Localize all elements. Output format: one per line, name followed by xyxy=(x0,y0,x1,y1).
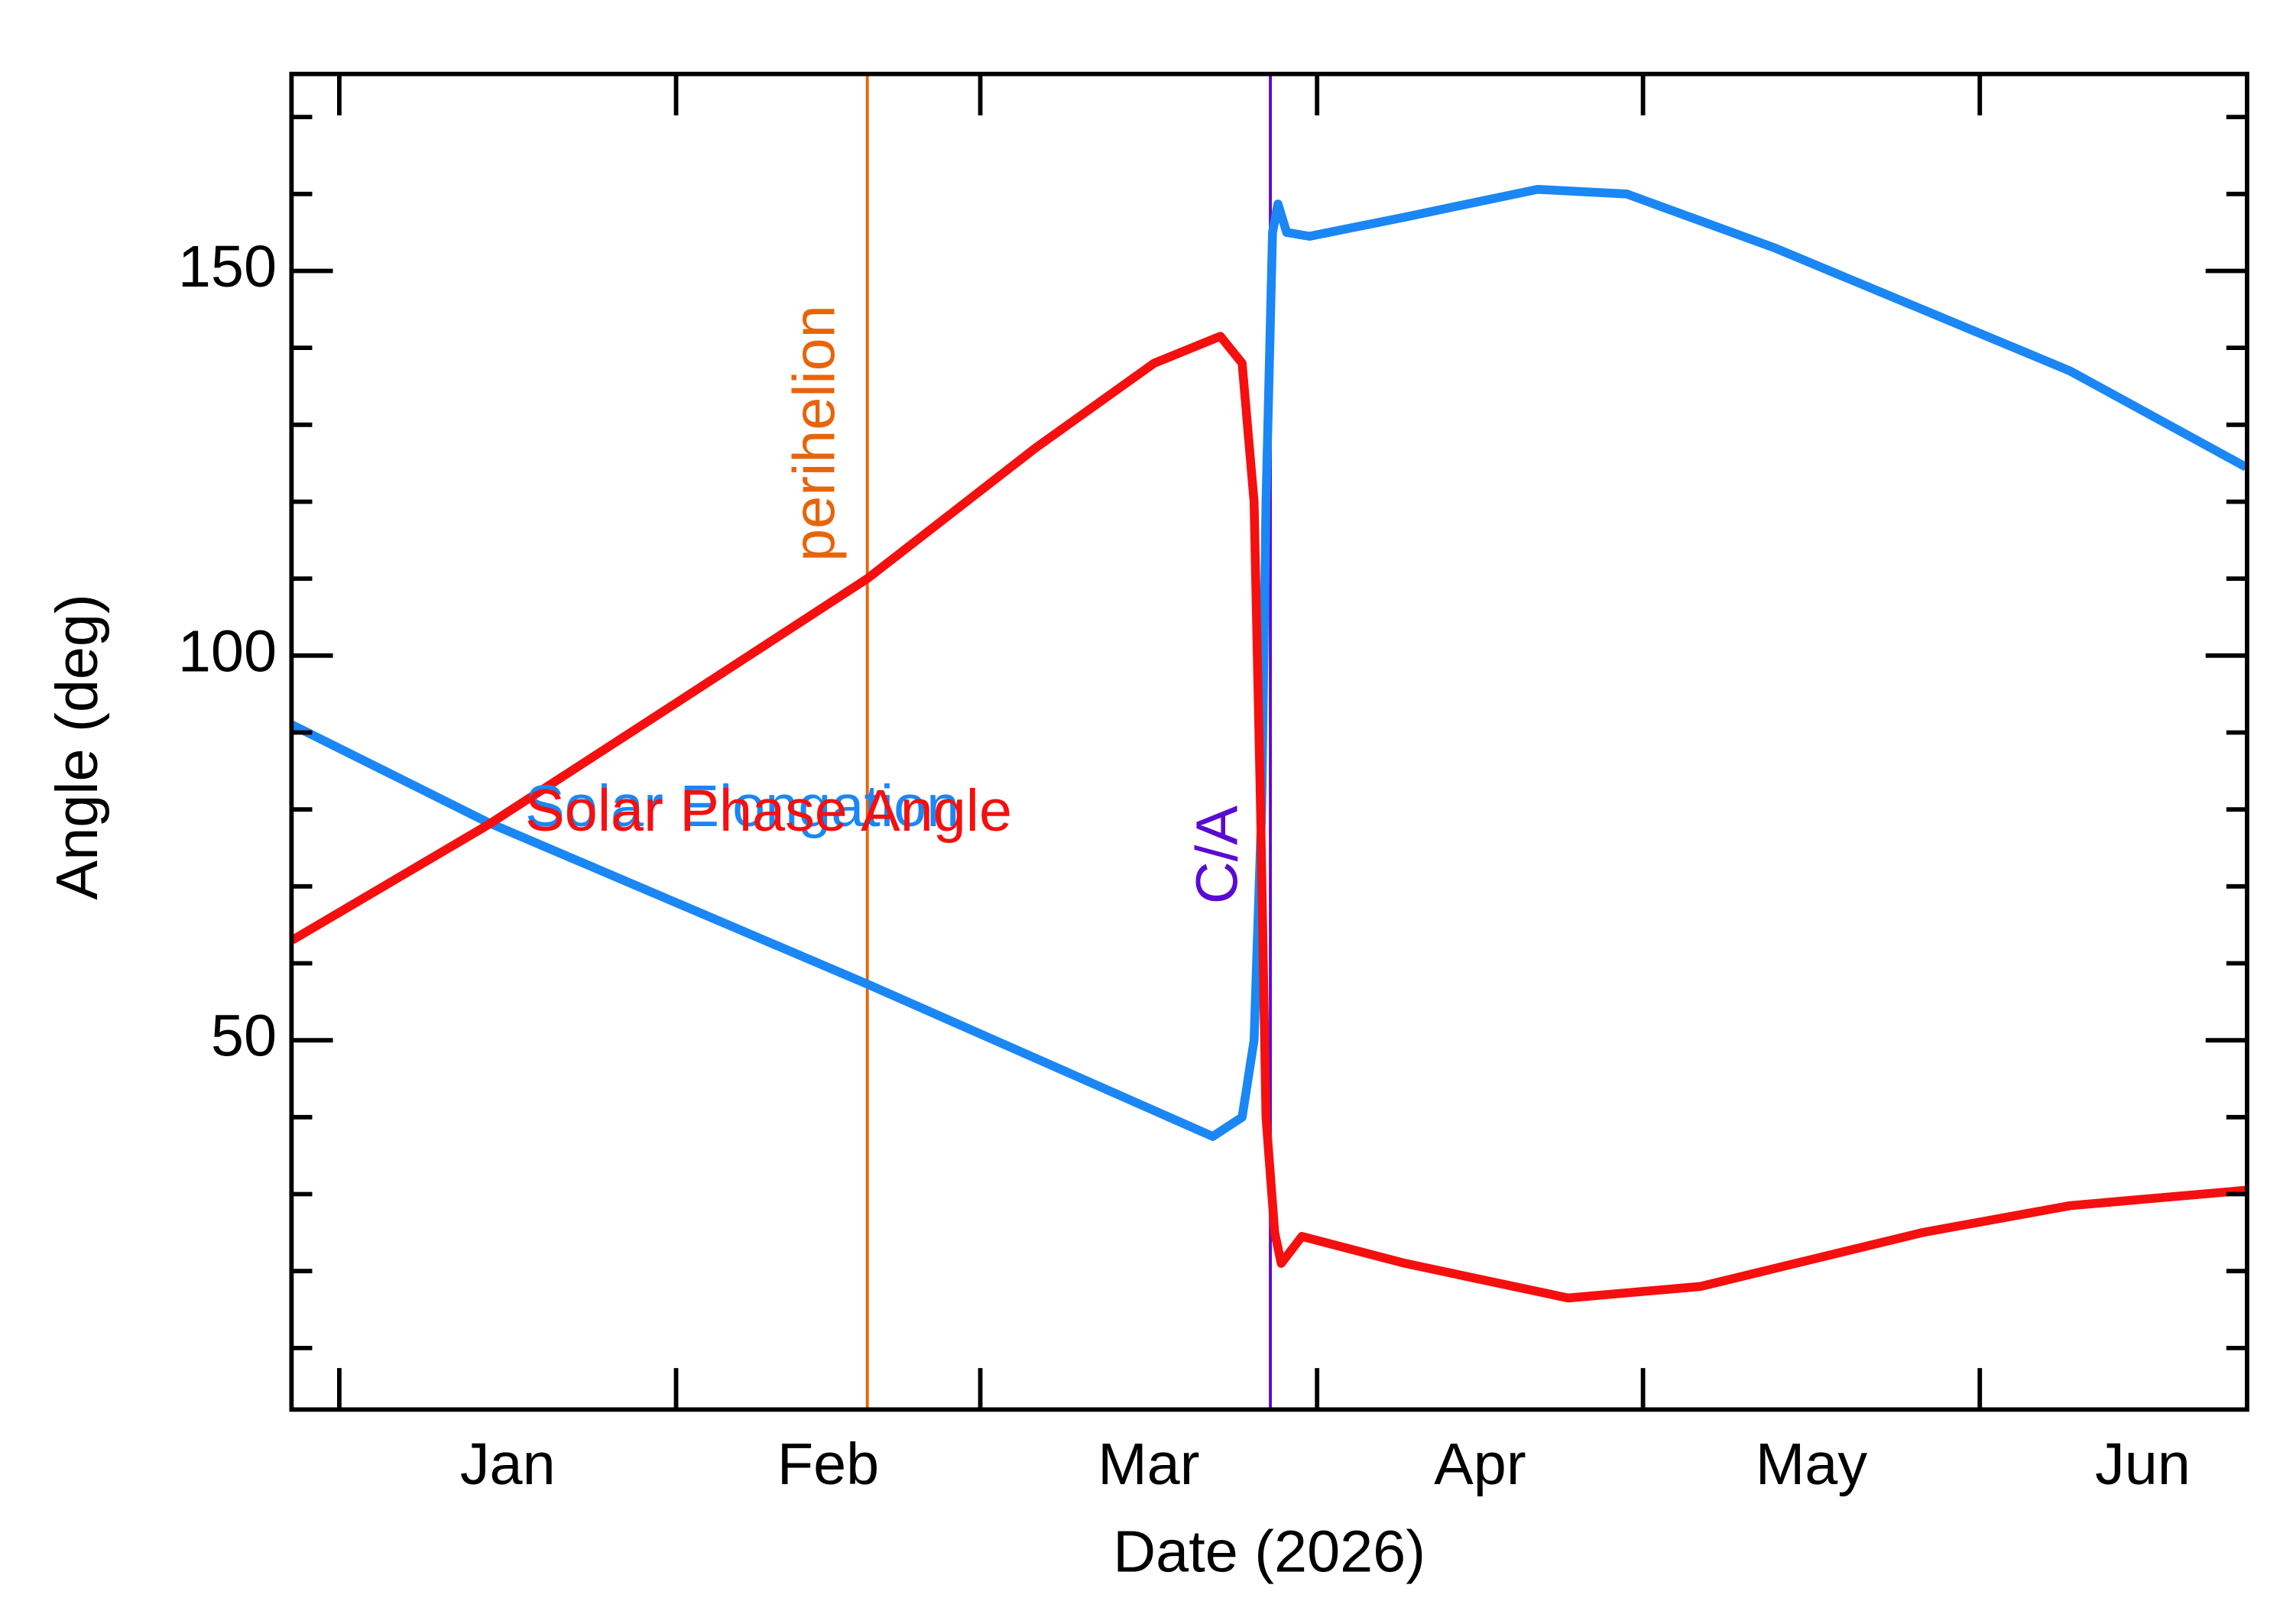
series-label: Solar Elongation xyxy=(525,773,959,839)
x-axis-label: Date (2026) xyxy=(1113,1519,1425,1584)
x-tick-label: Apr xyxy=(1434,1431,1526,1497)
y-tick-label: 50 xyxy=(211,1003,277,1069)
y-tick-label: 100 xyxy=(178,618,277,684)
x-tick-label: Jan xyxy=(460,1431,556,1497)
event-label: C/A xyxy=(1185,806,1250,904)
y-tick-label: 150 xyxy=(178,234,277,300)
x-tick-label: Jun xyxy=(2095,1431,2191,1497)
x-tick-label: May xyxy=(1756,1431,1868,1497)
data-line xyxy=(290,332,2246,1303)
y-axis-label: Angle (deg) xyxy=(44,594,110,900)
series-label: Solar Phase Angle xyxy=(525,778,1012,844)
x-tick-label: Mar xyxy=(1098,1431,1199,1497)
x-tick-label: Feb xyxy=(777,1431,879,1497)
event-label: perihelion xyxy=(781,305,847,562)
data-line xyxy=(290,184,2249,1141)
plot-frame xyxy=(289,71,2249,1412)
